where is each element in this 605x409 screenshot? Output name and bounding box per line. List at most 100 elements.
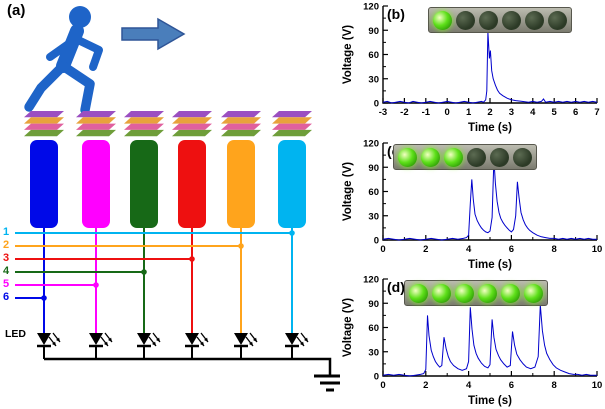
multilayer-stack <box>124 111 164 137</box>
svg-text:60: 60 <box>368 187 379 198</box>
led-on <box>455 283 474 303</box>
multilayer-stack <box>221 111 261 137</box>
svg-text:3: 3 <box>509 107 514 118</box>
svg-text:90: 90 <box>368 26 379 37</box>
wire-number-4: 4 <box>3 265 10 277</box>
led-wire-label: LED <box>5 328 26 340</box>
svg-text:30: 30 <box>368 74 379 85</box>
svg-text:60: 60 <box>368 50 379 61</box>
led-off <box>479 10 498 30</box>
svg-text:8: 8 <box>552 244 557 255</box>
led-off <box>467 147 486 167</box>
svg-text:0: 0 <box>380 380 385 391</box>
svg-text:6: 6 <box>509 244 514 255</box>
led-symbol <box>234 332 258 359</box>
signal-trace <box>382 159 597 241</box>
teng-device <box>227 140 255 228</box>
voltage-chart-d: 0 2 4 6 8 10 0 30 60 90 120 Time (s) Voltage (V) (d) <box>340 273 605 409</box>
teng-device <box>130 140 158 228</box>
svg-text:0: 0 <box>374 372 379 383</box>
y-axis-label: Voltage (V) <box>342 162 354 221</box>
svg-text:4: 4 <box>466 244 472 255</box>
led-off <box>490 147 509 167</box>
svg-text:-2: -2 <box>400 107 408 118</box>
svg-text:8: 8 <box>552 380 557 391</box>
led-on <box>444 147 463 167</box>
led-symbol <box>185 332 209 359</box>
teng-device <box>178 140 206 228</box>
svg-text:7: 7 <box>594 107 599 118</box>
led-photo-inset-d <box>404 280 548 306</box>
led-off <box>525 10 544 30</box>
svg-text:10: 10 <box>592 244 603 255</box>
svg-text:120: 120 <box>363 275 379 286</box>
led-symbol <box>89 332 113 359</box>
svg-text:2: 2 <box>487 107 492 118</box>
multilayer-stack <box>172 111 212 137</box>
direction-arrow <box>121 17 186 51</box>
led-on <box>432 283 451 303</box>
chart-canvas: 0 2 4 6 8 10 0 30 60 90 120 Time (s) Voltage (V) <box>342 275 603 408</box>
svg-text:4: 4 <box>530 107 536 118</box>
teng-device <box>278 140 306 228</box>
teng-device <box>82 140 110 228</box>
svg-text:4: 4 <box>466 380 472 391</box>
svg-text:0: 0 <box>374 99 379 110</box>
svg-text:-3: -3 <box>379 107 387 118</box>
multilayer-stack <box>76 111 116 137</box>
svg-text:6: 6 <box>509 380 514 391</box>
led-on <box>421 147 440 167</box>
y-axis-label: Voltage (V) <box>342 25 354 84</box>
wire-number-3: 3 <box>3 252 10 264</box>
panel-label-b: (b) <box>387 6 405 22</box>
led-off <box>502 10 521 30</box>
device-schematic-panel: (a) 1 2 3 4 5 6 LED <box>3 2 340 392</box>
multilayer-stack <box>24 111 64 137</box>
led-symbol <box>137 332 161 359</box>
panel-label-a: (a) <box>7 2 26 19</box>
svg-text:0: 0 <box>445 107 450 118</box>
led-on <box>409 283 428 303</box>
led-off <box>548 10 567 30</box>
svg-text:10: 10 <box>592 380 603 391</box>
svg-text:1: 1 <box>466 107 472 118</box>
svg-text:6: 6 <box>573 107 578 118</box>
wire-number-1: 1 <box>3 226 10 238</box>
multilayer-stack <box>272 111 312 137</box>
chart-canvas: 0 2 4 6 8 10 0 30 60 90 120 Time (s) Voltage (V) <box>342 139 603 272</box>
x-axis-label: Time (s) <box>468 395 512 407</box>
ground-bus <box>44 357 332 376</box>
svg-text:30: 30 <box>368 211 379 222</box>
svg-text:2: 2 <box>423 380 428 391</box>
led-photo-inset-b <box>428 7 572 33</box>
chart-canvas: -3 -2 -1 0 1 2 3 4 5 6 7 0 30 60 90 120 Time (s) Voltage … <box>342 2 600 135</box>
panel-label-d: (d) <box>387 279 405 295</box>
charts-column: -3 -2 -1 0 1 2 3 4 5 6 7 0 30 60 90 120 Time (s) Voltage … <box>340 0 605 409</box>
svg-text:90: 90 <box>368 163 379 174</box>
voltage-chart-b: -3 -2 -1 0 1 2 3 4 5 6 7 0 30 60 90 120 Time (s) Voltage … <box>340 0 605 136</box>
svg-text:0: 0 <box>380 244 385 255</box>
teng-device <box>30 140 58 228</box>
led-on <box>501 283 520 303</box>
wire-number-6: 6 <box>3 291 10 303</box>
led-symbol <box>37 332 61 359</box>
svg-text:120: 120 <box>363 2 379 13</box>
y-axis-label: Voltage (V) <box>342 298 354 357</box>
x-axis-label: Time (s) <box>468 122 512 134</box>
schematic-drawing <box>15 6 340 392</box>
signal-trace <box>382 31 598 104</box>
led-off <box>456 10 475 30</box>
svg-text:5: 5 <box>552 107 558 118</box>
led-on <box>524 283 543 303</box>
led-on <box>433 10 452 30</box>
led-on <box>398 147 417 167</box>
led-symbol <box>285 332 309 359</box>
svg-text:0: 0 <box>374 236 379 247</box>
led-photo-inset-c <box>393 144 537 170</box>
svg-text:30: 30 <box>368 347 379 358</box>
svg-text:90: 90 <box>368 299 379 310</box>
wire-number-5: 5 <box>3 278 10 290</box>
svg-text:-1: -1 <box>422 107 431 118</box>
